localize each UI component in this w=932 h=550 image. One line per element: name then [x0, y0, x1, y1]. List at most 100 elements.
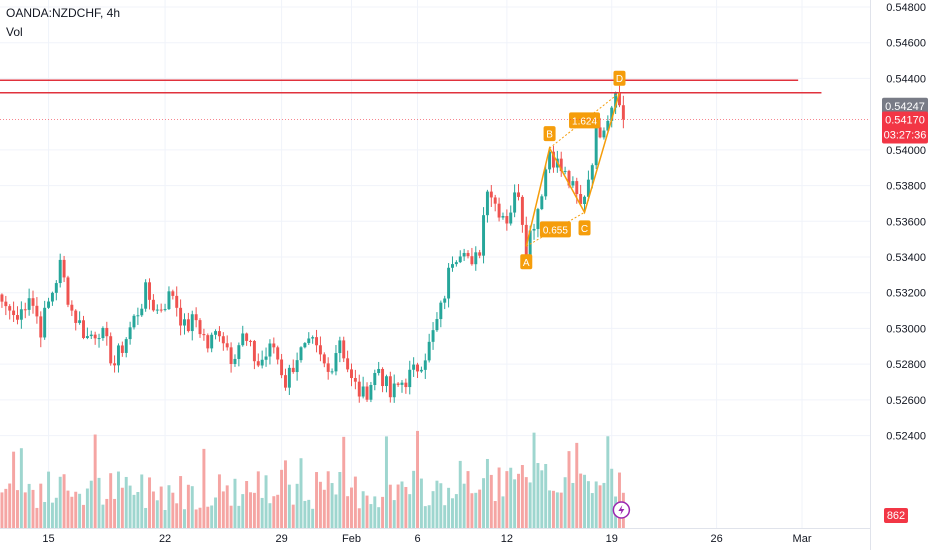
candle-body	[198, 320, 202, 335]
candle-body	[229, 347, 233, 364]
volume-bar	[97, 477, 101, 528]
volume-bar	[198, 507, 202, 528]
volume-bar	[62, 474, 66, 528]
volume-bar	[311, 508, 315, 528]
candle-body	[517, 192, 520, 197]
candle-body	[8, 306, 12, 311]
volume-bar	[536, 463, 540, 528]
candle-body	[548, 151, 552, 170]
candle-body	[571, 181, 575, 186]
price-axis[interactable]: 0.54800 0.54600 0.54400 0.54000 0.53800 0.536…	[886, 2, 926, 443]
volume-bar	[241, 494, 245, 528]
volume-bar	[148, 477, 152, 528]
volume-bar	[563, 477, 567, 528]
time-axis[interactable]: 15 22 29 Feb 6 12 19 26 Mar	[42, 533, 811, 545]
candle-body	[256, 361, 260, 366]
volume-indicator-label[interactable]: Vol	[6, 25, 23, 39]
volume-bar	[124, 476, 128, 528]
volume-bar	[567, 451, 571, 528]
x-tick-label: Feb	[342, 533, 361, 545]
candle-body	[249, 340, 252, 342]
volume-bar	[586, 481, 590, 528]
volume-bar	[268, 503, 272, 528]
x-tick-label: 12	[501, 533, 513, 545]
volume-bar	[179, 476, 183, 528]
y-tick-label: 0.53400	[886, 252, 926, 264]
volume-bar	[551, 490, 555, 528]
candle-body	[74, 310, 78, 323]
volume-bar	[412, 470, 416, 528]
volume-bar	[318, 481, 322, 528]
last-price-badge	[882, 111, 928, 144]
volume-bar	[186, 484, 190, 528]
volume-bar	[423, 506, 427, 528]
y-tick-label: 0.52800	[886, 359, 926, 371]
volume-bar	[392, 500, 396, 528]
candle-body	[598, 127, 602, 138]
candle-body	[392, 383, 396, 398]
volume-bar	[89, 480, 93, 528]
candle-body	[167, 291, 171, 310]
x-tick-label: Mar	[793, 533, 812, 545]
volume-bar	[431, 491, 435, 528]
candle-body	[536, 209, 540, 229]
candle-body	[287, 367, 291, 388]
volume-bar	[82, 504, 85, 528]
point-badge	[578, 220, 591, 236]
volume-bar	[381, 496, 385, 528]
volume-bar	[594, 481, 598, 528]
candle-body	[322, 354, 326, 364]
candle-body	[252, 340, 256, 362]
volume-bar	[93, 434, 97, 528]
candle-body	[43, 307, 47, 338]
volume-bar	[493, 501, 497, 528]
point-badge	[613, 70, 626, 86]
candle-body	[58, 259, 62, 284]
abcd-pattern[interactable]: 0.655 1.624 A B C D	[520, 70, 626, 270]
volume-bar	[454, 494, 458, 528]
volume-bar	[373, 496, 377, 528]
ratio-label: 0.655	[543, 225, 568, 236]
candle-body	[501, 216, 505, 218]
volume-bar	[116, 471, 120, 528]
candle-body	[357, 381, 361, 397]
volume-bar	[264, 475, 268, 528]
volume-bar	[299, 458, 303, 528]
candle-body	[583, 196, 587, 205]
volume-bar	[501, 496, 505, 528]
x-tick-label: 6	[414, 533, 420, 545]
volume-bar	[175, 503, 179, 528]
candle-body	[202, 334, 206, 336]
candle-body	[381, 368, 385, 387]
volume-bar	[155, 500, 159, 528]
symbol-title[interactable]: OANDA:NZDCHF, 4h	[6, 6, 121, 20]
candle-body	[12, 310, 16, 316]
candle-body	[105, 327, 109, 337]
price-labels: 0.54247 0.54170 03:27:36 862	[0, 97, 928, 523]
candle-body	[489, 191, 493, 198]
resistance-lines[interactable]	[0, 79, 822, 94]
candle-body	[586, 179, 590, 197]
candle-body	[303, 343, 307, 348]
candle-body	[171, 291, 175, 296]
volume-bar	[559, 492, 563, 528]
volume-bar	[598, 485, 602, 528]
volume-bar	[548, 490, 552, 528]
candle-body	[241, 333, 245, 346]
volume-bar	[245, 481, 249, 528]
candle-body	[50, 292, 54, 302]
volume-bar	[113, 498, 117, 528]
candle-body	[404, 382, 408, 388]
volume-bar	[388, 484, 392, 528]
candle-body	[408, 369, 412, 388]
volume-bar	[482, 478, 486, 528]
candle-body	[144, 282, 148, 309]
candle-body	[346, 358, 350, 370]
volume-bar	[583, 474, 587, 528]
candle-body	[27, 298, 31, 310]
candle-body	[532, 228, 536, 231]
candle-body	[330, 371, 334, 373]
candle-body	[78, 320, 82, 323]
candle-body	[82, 320, 85, 338]
